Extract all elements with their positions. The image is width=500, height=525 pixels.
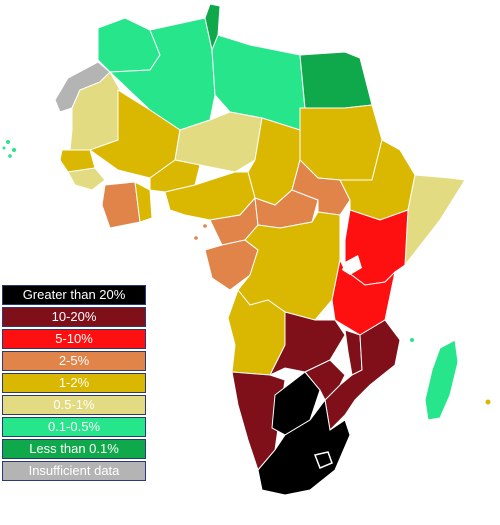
region-kenya [345, 210, 408, 285]
legend-item: Greater than 20% [2, 285, 146, 305]
legend-item: 10-20% [2, 307, 146, 327]
legend-item: 1-2% [2, 373, 146, 393]
region-morocco [98, 18, 160, 72]
legend-item: Insufficient data [2, 461, 146, 481]
legend-item: Less than 0.1% [2, 439, 146, 459]
region-sao-tome [194, 236, 198, 240]
region-sudan [300, 105, 382, 180]
legend-item: 2-5% [2, 351, 146, 371]
region-madagascar [425, 340, 458, 420]
region-cape-verde-b [12, 148, 16, 152]
region-cape-verde-a [6, 140, 10, 144]
legend-item: 0.1-0.5% [2, 417, 146, 437]
region-bioko [203, 224, 207, 228]
region-cape-verde-c [8, 154, 12, 158]
legend-item: 0.5-1% [2, 395, 146, 415]
legend-item: 5-10% [2, 329, 146, 349]
region-comoros [410, 338, 414, 342]
region-guinea [68, 168, 105, 190]
region-ivory-coast [102, 182, 140, 228]
region-malawi [345, 330, 362, 375]
region-egypt [300, 52, 372, 108]
region-cape-verde-d [3, 147, 6, 150]
legend: Greater than 20% 10-20% 5-10% 2-5% 1-2% … [2, 285, 146, 483]
region-mauritius [486, 400, 491, 405]
